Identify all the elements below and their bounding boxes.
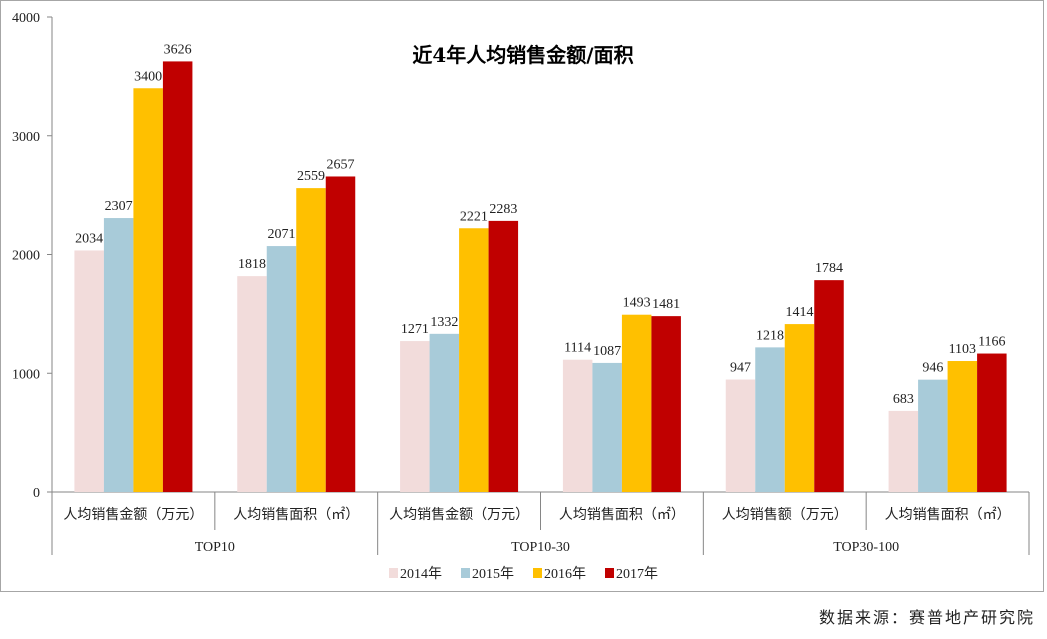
y-tick-label: 4000 [12, 11, 40, 26]
legend-label: 2015年 [472, 566, 514, 582]
chart-title: 近4年人均销售金额/面积 [412, 43, 633, 67]
y-tick-label: 2000 [12, 249, 40, 264]
bar-2015年-4 [755, 347, 785, 492]
bar-2014年-0 [74, 250, 104, 492]
data-label: 3626 [164, 42, 192, 57]
bar-2015年-3 [592, 362, 622, 492]
data-label: 1114 [564, 341, 591, 356]
data-label: 1271 [401, 322, 429, 337]
data-label: 1481 [652, 297, 680, 312]
bar-2017年-5 [977, 353, 1007, 492]
category-label: 人均销售面积（㎡） [885, 507, 1011, 523]
data-label: 1166 [978, 335, 1005, 350]
group-label: TOP10-30 [511, 540, 570, 555]
data-label: 2657 [327, 157, 355, 172]
data-label: 1414 [786, 305, 814, 320]
data-label: 1103 [949, 342, 976, 357]
bar-2015年-1 [266, 246, 297, 492]
legend-label: 2016年 [544, 566, 586, 582]
bar-2016年-0 [133, 88, 163, 492]
category-label: 人均销售金额（万元） [63, 507, 203, 523]
legend-swatch [461, 568, 470, 578]
group-label: TOP30-100 [833, 540, 899, 555]
data-label: 2307 [105, 199, 133, 214]
group-label: TOP10 [195, 540, 235, 555]
data-label: 1332 [430, 315, 458, 330]
bar-2017年-0 [162, 61, 193, 492]
data-label: 1218 [756, 328, 784, 343]
data-label: 2283 [489, 202, 517, 217]
bar-2014年-5 [888, 410, 919, 492]
bar-2016年-3 [621, 314, 652, 492]
category-label: 人均销售金额（万元） [389, 507, 529, 523]
chart-frame [0, 0, 1044, 592]
bar-2016年-1 [296, 188, 326, 492]
category-label: 人均销售面积（㎡） [233, 507, 359, 523]
y-tick-label: 3000 [12, 130, 40, 145]
y-tick-label: 1000 [12, 367, 40, 382]
category-label: 人均销售面积（㎡） [559, 507, 685, 523]
bar-2014年-1 [237, 276, 267, 492]
data-label: 1493 [623, 296, 651, 311]
data-label: 683 [893, 392, 914, 407]
legend-label: 2017年 [616, 566, 658, 582]
y-tick-label: 0 [33, 486, 40, 501]
source-note: 数据来源：赛普地产研究院 [818, 608, 1035, 627]
bar-2017年-1 [325, 176, 356, 492]
data-label: 2071 [268, 227, 296, 242]
bar-2017年-4 [814, 280, 844, 492]
bar-2017年-3 [651, 316, 681, 492]
data-label: 2559 [297, 169, 325, 184]
bar-2014年-3 [562, 359, 593, 492]
data-label: 1087 [593, 344, 621, 359]
data-label: 946 [922, 361, 943, 376]
bar-2015年-5 [918, 379, 948, 492]
data-label: 2221 [460, 209, 488, 224]
legend-swatch [389, 568, 398, 578]
data-label: 1818 [238, 257, 266, 272]
data-label: 947 [730, 361, 751, 376]
bar-2015年-2 [429, 333, 460, 492]
data-label: 2034 [75, 231, 103, 246]
data-label: 3400 [134, 69, 162, 84]
bar-2015年-0 [103, 218, 134, 492]
data-label: 1784 [815, 261, 843, 276]
category-label: 人均销售额（万元） [722, 507, 848, 523]
bar-2014年-4 [725, 379, 756, 492]
bar-2016年-4 [784, 324, 815, 492]
bar-2016年-5 [947, 361, 978, 492]
legend-swatch [605, 568, 614, 578]
bar-2014年-2 [400, 341, 430, 492]
bar-chart: 近4年人均销售金额/面积 0 1000 2000 3000 4000 2034 1818 127… [12, 11, 1030, 582]
bar-2016年-2 [459, 228, 489, 492]
legend-swatch [533, 568, 542, 578]
legend-label: 2014年 [400, 566, 442, 582]
bar-2017年-2 [488, 220, 519, 493]
